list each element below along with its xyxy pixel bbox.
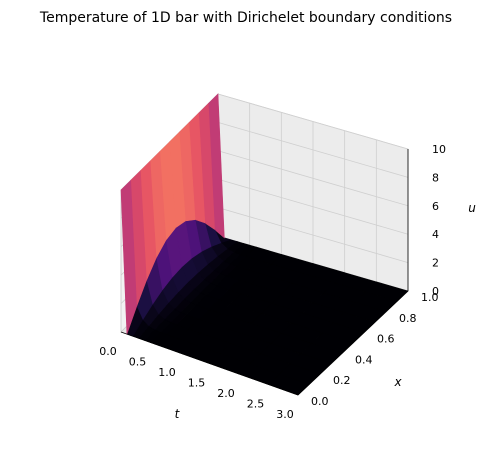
u-tick-label: 6 bbox=[432, 200, 439, 213]
x-tick-label: 0.0 bbox=[311, 395, 329, 408]
x-tick-label: 0.6 bbox=[377, 333, 395, 346]
t-tick-label: 0.5 bbox=[129, 356, 147, 369]
u-tick-label: 4 bbox=[432, 228, 439, 241]
x-tick-label: 0.2 bbox=[333, 374, 351, 387]
t-tick-label: 1.0 bbox=[158, 366, 176, 379]
x-axis-label: x bbox=[393, 375, 402, 389]
t-tick-label: 2.5 bbox=[247, 398, 265, 411]
t-axis-label: t bbox=[175, 407, 181, 421]
x-tick-label: 0.4 bbox=[355, 353, 373, 366]
u-tick-label: 0 bbox=[432, 285, 439, 298]
x-tick-label: 0.8 bbox=[399, 312, 417, 325]
chart-title: Temperature of 1D bar with Dirichelet bo… bbox=[39, 10, 452, 26]
u-tick-label: 2 bbox=[432, 257, 439, 270]
t-tick-label: 0.0 bbox=[99, 345, 117, 358]
u-tick-label: 10 bbox=[432, 143, 446, 156]
t-tick-label: 2.0 bbox=[217, 387, 235, 400]
u-tick-label: 8 bbox=[432, 171, 439, 184]
t-tick-label: 1.5 bbox=[188, 377, 206, 390]
t-tick-label: 3.0 bbox=[276, 408, 294, 421]
u-axis-label: u bbox=[468, 201, 476, 215]
